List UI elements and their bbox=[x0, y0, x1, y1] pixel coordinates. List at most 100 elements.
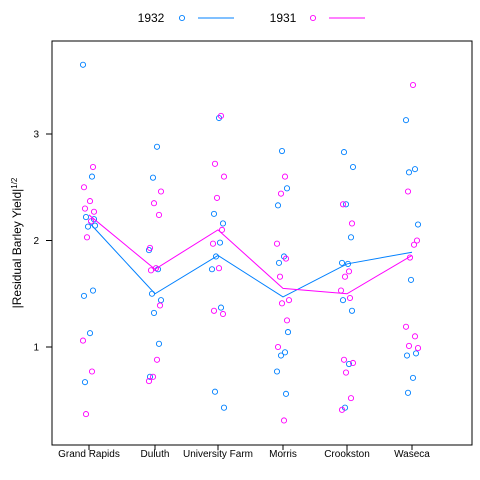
point-1931-38 bbox=[274, 343, 282, 351]
point-1931-14 bbox=[146, 244, 154, 252]
legend-item-1932: 1932 bbox=[138, 11, 234, 25]
point-1931-44 bbox=[337, 287, 345, 294]
point-1931-55 bbox=[406, 254, 414, 261]
legend-marker-1932 bbox=[178, 14, 186, 22]
point-1932-40 bbox=[349, 163, 357, 171]
x-tick-label-4: Morris bbox=[269, 449, 297, 460]
point-1932-25 bbox=[208, 266, 216, 273]
point-1931-57 bbox=[411, 333, 419, 340]
point-1931-8 bbox=[79, 337, 87, 344]
point-1931-17 bbox=[156, 302, 164, 309]
point-1931-53 bbox=[413, 237, 421, 244]
point-1932-52 bbox=[414, 221, 422, 228]
point-1931-6 bbox=[87, 218, 95, 225]
point-1932-33 bbox=[275, 259, 283, 266]
point-1931-59 bbox=[414, 345, 422, 352]
point-1931-40 bbox=[339, 201, 347, 208]
y-tick-label-1: 1 bbox=[33, 343, 39, 354]
point-1932-36 bbox=[277, 352, 285, 359]
point-1932-7 bbox=[80, 292, 88, 299]
y-tick-label-2: 2 bbox=[33, 236, 39, 247]
point-1931-46 bbox=[340, 356, 348, 363]
point-1932-45 bbox=[339, 297, 347, 304]
legend-marker-1931 bbox=[309, 14, 317, 22]
point-1932-29 bbox=[278, 147, 286, 155]
point-1931-48 bbox=[342, 369, 350, 376]
y-axis-title: |Residual Barley Yield|1/2 bbox=[10, 177, 25, 308]
point-1932-30 bbox=[283, 185, 291, 192]
trend-line-1932 bbox=[88, 222, 413, 298]
point-1932-57 bbox=[404, 389, 412, 396]
legend-label-1932: 1932 bbox=[138, 11, 165, 25]
point-1931-43 bbox=[341, 273, 349, 280]
point-1932-5 bbox=[84, 223, 92, 230]
x-tick-label-1: Grand Rapids bbox=[58, 449, 120, 460]
point-1932-54 bbox=[412, 350, 420, 357]
point-1932-6 bbox=[89, 287, 97, 294]
point-1932-2 bbox=[88, 173, 96, 180]
point-1932-27 bbox=[211, 388, 219, 395]
point-1931-2 bbox=[80, 184, 88, 191]
point-1932-22 bbox=[219, 220, 227, 227]
point-1932-43 bbox=[338, 259, 346, 266]
point-1931-18 bbox=[153, 356, 161, 363]
plot-frame bbox=[51, 40, 473, 446]
point-1932-28 bbox=[220, 404, 228, 411]
point-1931-41 bbox=[348, 220, 356, 227]
point-1931-42 bbox=[345, 268, 353, 275]
point-1931-23 bbox=[220, 173, 228, 180]
point-1932-55 bbox=[403, 352, 411, 359]
point-1932-9 bbox=[81, 379, 89, 386]
point-1931-31 bbox=[277, 190, 285, 197]
point-1931-20 bbox=[145, 378, 153, 385]
y-axis-title-text: |Residual Barley Yield| bbox=[10, 189, 24, 309]
series-1931 bbox=[79, 81, 422, 424]
point-1931-25 bbox=[218, 226, 226, 233]
point-1932-8 bbox=[86, 330, 94, 337]
point-1931-1 bbox=[89, 163, 97, 171]
point-1931-12 bbox=[150, 200, 158, 207]
point-1931-51 bbox=[409, 81, 417, 89]
x-tick-label-3: University Farm bbox=[183, 449, 253, 460]
trend-line-1931 bbox=[88, 214, 413, 295]
point-1932-23 bbox=[216, 239, 224, 246]
point-1932-49 bbox=[402, 117, 410, 124]
point-1932-11 bbox=[153, 143, 161, 150]
point-1931-29 bbox=[219, 310, 227, 318]
point-1931-11 bbox=[157, 188, 165, 195]
point-1932-37 bbox=[273, 368, 281, 375]
point-1932-38 bbox=[282, 390, 290, 397]
point-1932-42 bbox=[347, 234, 355, 241]
series-layer bbox=[79, 61, 422, 424]
point-1931-37 bbox=[283, 317, 291, 324]
point-1931-36 bbox=[278, 300, 286, 307]
y-axis: 1 2 3 bbox=[33, 130, 52, 354]
point-1932-24 bbox=[212, 253, 220, 260]
point-1932-47 bbox=[345, 360, 353, 368]
point-1931-52 bbox=[404, 188, 412, 195]
point-1932-26 bbox=[217, 304, 225, 311]
x-tick-label-6: Waseca bbox=[394, 449, 430, 460]
point-1931-30 bbox=[281, 173, 289, 180]
x-axis: Grand Rapids Duluth University Farm Morris C… bbox=[58, 445, 430, 460]
point-1931-5 bbox=[90, 208, 98, 215]
y-tick-label-3: 3 bbox=[33, 130, 39, 141]
point-1932-34 bbox=[284, 329, 292, 336]
point-1932-41 bbox=[342, 201, 350, 208]
point-1932-56 bbox=[409, 374, 417, 381]
point-1932-46 bbox=[348, 307, 356, 314]
point-1931-54 bbox=[410, 241, 418, 248]
y-axis-title-superscript: 1/2 bbox=[10, 177, 19, 189]
point-1931-32 bbox=[273, 240, 281, 247]
point-1931-3 bbox=[86, 198, 94, 205]
point-1931-28 bbox=[210, 307, 218, 314]
point-1931-22 bbox=[211, 160, 219, 167]
point-1931-58 bbox=[405, 342, 413, 349]
point-1931-27 bbox=[215, 265, 223, 272]
point-1931-45 bbox=[346, 294, 354, 302]
point-1931-47 bbox=[349, 359, 357, 367]
point-1931-26 bbox=[209, 240, 217, 247]
point-1931-33 bbox=[282, 255, 290, 262]
point-1932-19 bbox=[146, 373, 154, 380]
